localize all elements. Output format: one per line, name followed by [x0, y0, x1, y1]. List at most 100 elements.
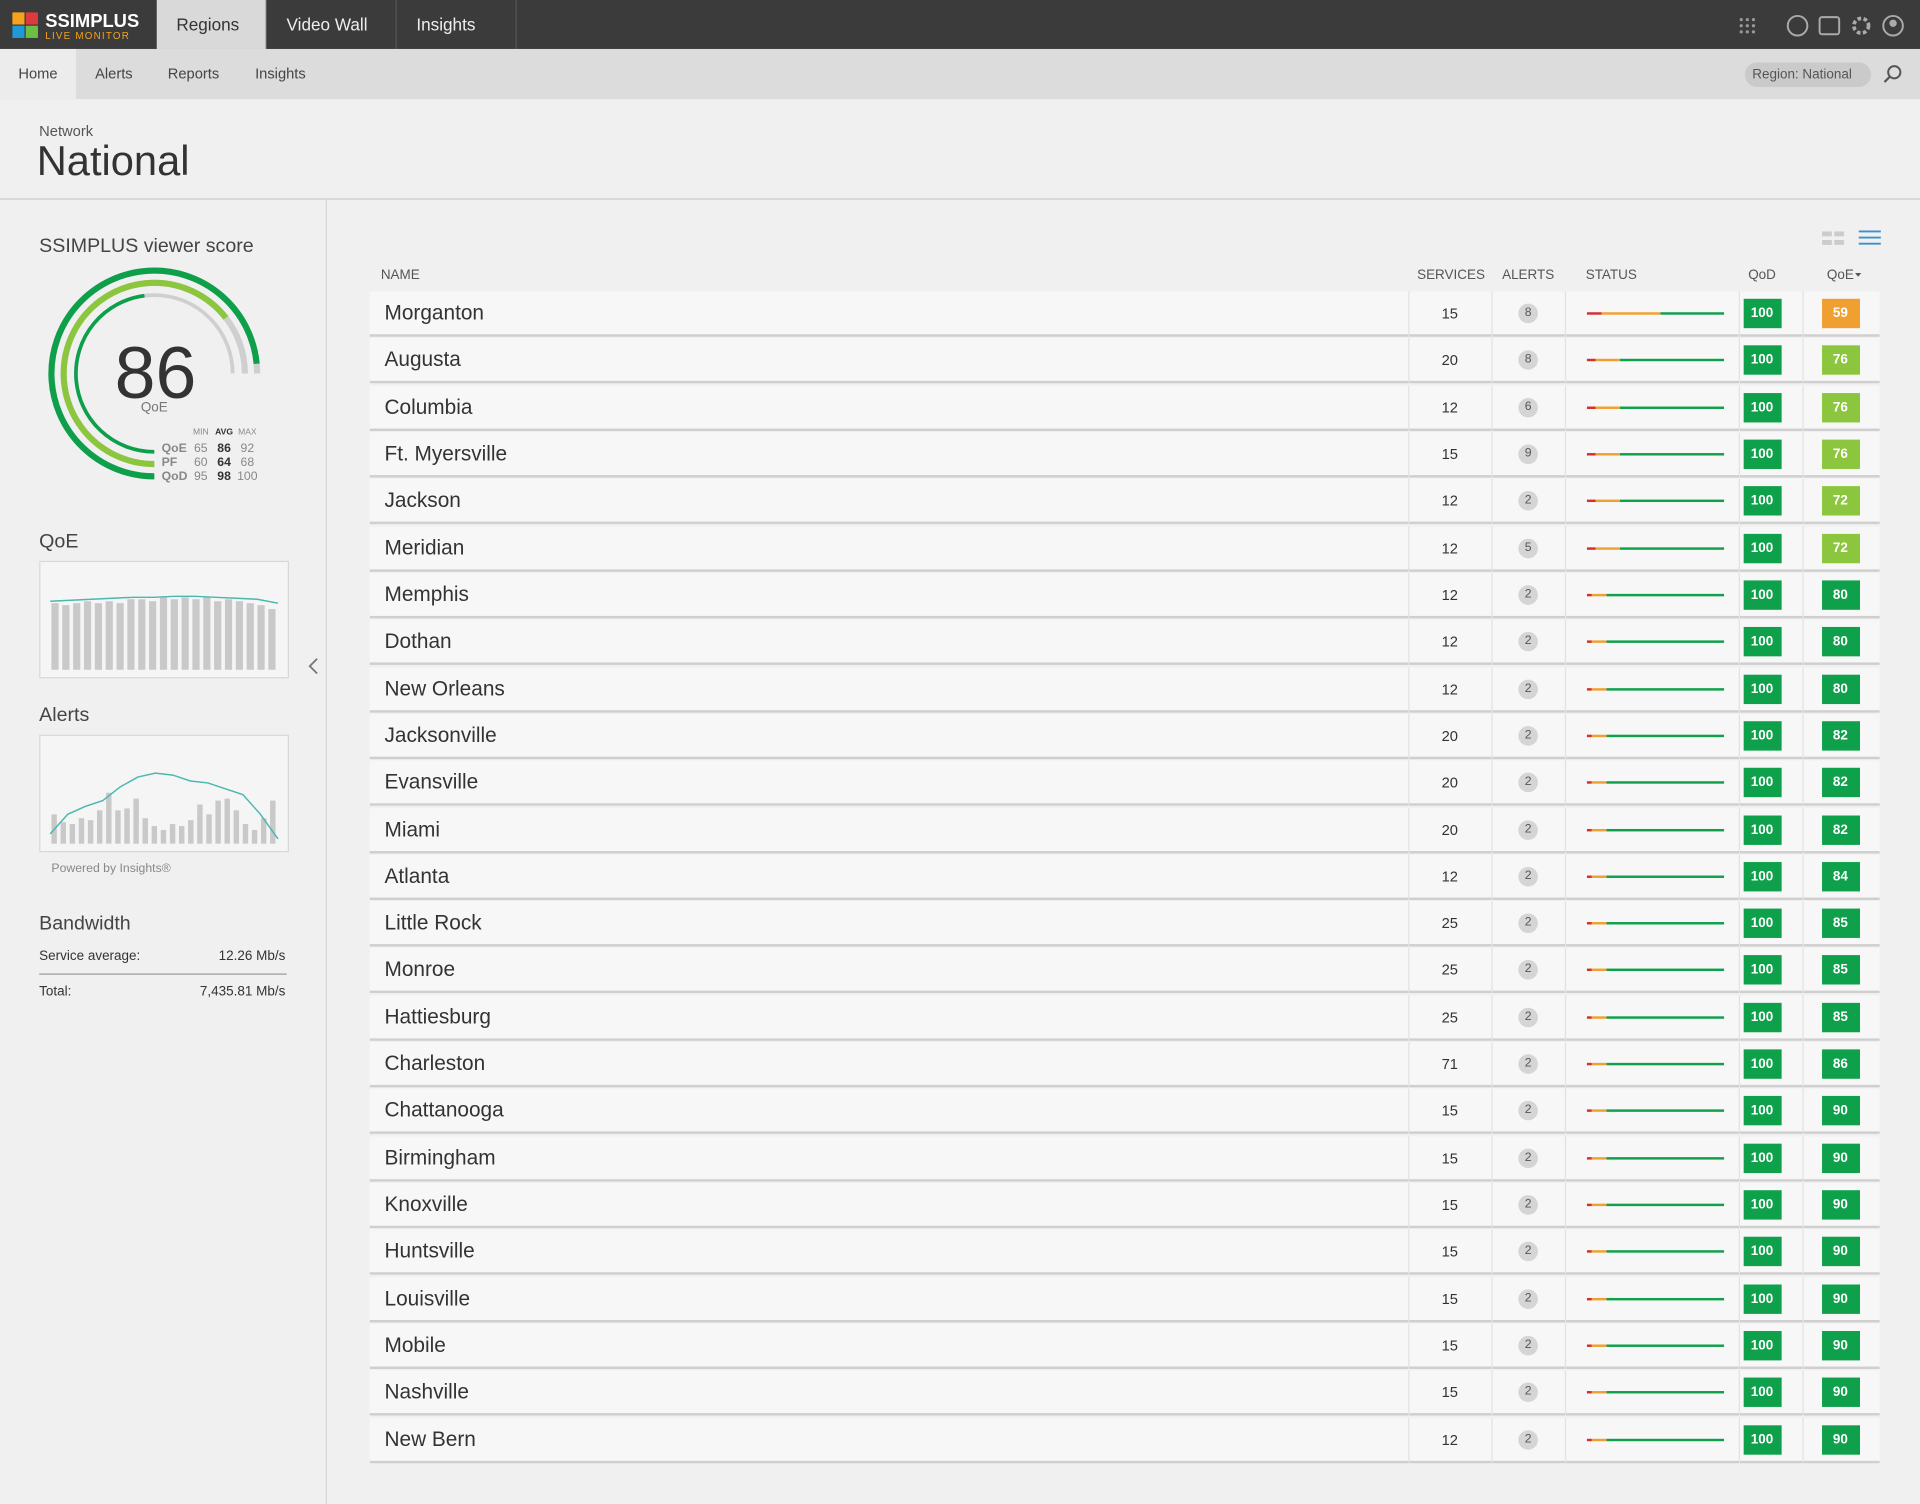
mini-bar — [235, 601, 243, 670]
mini-bar — [215, 800, 221, 844]
status-segment — [1660, 312, 1725, 315]
services: 15 — [1441, 1290, 1458, 1308]
qoe-badge: 72 — [1821, 486, 1860, 516]
column-header[interactable]: SERVICES — [1417, 268, 1485, 283]
qoe-badge: 82 — [1821, 721, 1860, 751]
status-segment — [1606, 1016, 1725, 1019]
status-segment — [1606, 1438, 1725, 1441]
nav-tab[interactable]: Insights — [397, 0, 517, 49]
table-row[interactable]: Monroe 25 2 100 85 — [369, 948, 1880, 994]
services: 15 — [1441, 1384, 1458, 1402]
column-separator — [1802, 807, 1804, 853]
alerts-count: 8 — [1518, 303, 1538, 324]
region-name: Little Rock — [384, 911, 482, 935]
mini-bar — [133, 798, 139, 844]
bandwidth-value: 7,435.81 Mb/s — [199, 984, 286, 1000]
column-separator — [1802, 948, 1804, 994]
column-separator — [1564, 1276, 1567, 1323]
table-row[interactable]: New Bern 12 2 100 90 — [369, 1417, 1880, 1463]
mini-bar — [203, 597, 211, 670]
alerts-count: 2 — [1518, 866, 1538, 887]
table-row[interactable]: Memphis 12 2 100 80 — [369, 572, 1880, 619]
collapse-toggle[interactable] — [305, 655, 322, 677]
table-row[interactable]: Morganton 15 8 100 59 — [369, 291, 1880, 337]
qoe-badge: 82 — [1821, 767, 1860, 798]
score-row-value: 65 — [194, 441, 208, 455]
table-row[interactable]: Birmingham 15 2 100 90 — [369, 1136, 1880, 1182]
table-row[interactable]: Augusta 20 8 100 76 — [369, 338, 1880, 384]
status-segment — [1595, 359, 1620, 362]
table-row[interactable]: Little Rock 25 2 100 85 — [369, 901, 1880, 947]
column-separator — [1491, 1276, 1493, 1323]
table-row[interactable]: Mobile 15 2 100 90 — [369, 1323, 1880, 1370]
region-filter[interactable]: Region: National — [1744, 62, 1872, 87]
table-row[interactable]: Jacksonville 20 2 100 82 — [369, 713, 1880, 760]
alerts-count: 2 — [1518, 1054, 1538, 1075]
region-name: New Orleans — [384, 676, 505, 700]
column-header[interactable]: STATUS — [1585, 268, 1637, 283]
column-separator — [1564, 948, 1567, 994]
column-separator — [1564, 1089, 1567, 1135]
column-separator — [1564, 572, 1567, 619]
table-row[interactable]: Meridian 12 5 100 72 — [369, 526, 1880, 572]
table-row[interactable]: Evansville 20 2 100 82 — [369, 760, 1880, 806]
alerts-count: 2 — [1518, 1007, 1538, 1028]
column-separator — [1738, 572, 1741, 619]
mini-bar — [138, 599, 146, 670]
mini-bar — [233, 810, 240, 844]
column-header[interactable]: QoD — [1748, 268, 1776, 283]
column-separator — [1802, 760, 1804, 806]
nav-tab[interactable]: Video Wall — [267, 0, 397, 49]
column-separator — [1802, 619, 1804, 666]
sub-tab[interactable]: Home — [0, 48, 76, 100]
gauge-arc — [74, 293, 155, 454]
column-header[interactable]: QoE — [1826, 268, 1854, 283]
table-row[interactable]: Charleston 71 2 100 86 — [369, 1042, 1880, 1088]
qod-badge: 100 — [1743, 298, 1782, 329]
status-segment — [1606, 734, 1725, 737]
status-segment — [1586, 1062, 1593, 1066]
qoe-badge: 90 — [1821, 1424, 1860, 1455]
services: 15 — [1441, 1337, 1458, 1355]
table-row[interactable]: Ft. Myersville 15 9 100 76 — [369, 432, 1880, 478]
table-row[interactable]: Chattanooga 15 2 100 90 — [369, 1089, 1880, 1135]
qoe-badge: 86 — [1821, 1049, 1860, 1079]
sub-tab[interactable]: Alerts — [95, 64, 133, 83]
chart-title: QoE — [39, 531, 79, 553]
status-segment — [1606, 1203, 1725, 1207]
column-separator — [1491, 432, 1493, 478]
status-segment — [1592, 640, 1607, 644]
services: 20 — [1441, 774, 1458, 792]
table-row[interactable]: Jackson 12 2 100 72 — [369, 479, 1880, 525]
table-row[interactable]: Miami 20 2 100 82 — [369, 807, 1880, 853]
column-separator — [1408, 1417, 1410, 1463]
status-segment — [1592, 1250, 1607, 1254]
nav-tab[interactable]: Regions — [156, 0, 267, 49]
table-row[interactable]: Hattiesburg 25 2 100 85 — [369, 995, 1880, 1041]
view-toggle[interactable] — [1820, 228, 1884, 250]
filter-text: Region: National — [1752, 67, 1852, 83]
table-row[interactable]: Atlanta 12 2 100 84 — [369, 854, 1880, 900]
column-separator — [1802, 385, 1804, 431]
table-row[interactable]: Dothan 12 2 100 80 — [369, 619, 1880, 666]
column-separator — [1491, 854, 1493, 900]
table-row[interactable]: Nashville 15 2 100 90 — [369, 1370, 1880, 1416]
table-row[interactable]: Columbia 12 6 100 76 — [369, 385, 1880, 431]
alerts-count: 2 — [1518, 819, 1538, 840]
column-separator — [1738, 1042, 1741, 1088]
sub-tab[interactable]: Insights — [255, 64, 306, 83]
column-separator — [1802, 666, 1804, 713]
score-col-head: MIN — [193, 427, 209, 437]
table-row[interactable]: Knoxville 15 2 100 90 — [369, 1182, 1880, 1229]
column-separator — [1408, 432, 1410, 478]
sub-tab[interactable]: Reports — [167, 64, 220, 83]
table-row[interactable]: New Orleans 12 2 100 80 — [369, 666, 1880, 713]
column-header[interactable]: ALERTS — [1502, 268, 1555, 283]
region-name: Monroe — [384, 958, 456, 982]
column-separator — [1738, 854, 1741, 900]
services: 12 — [1441, 539, 1458, 557]
qod-badge: 100 — [1743, 861, 1782, 892]
table-row[interactable]: Huntsville 15 2 100 90 — [369, 1229, 1880, 1276]
search-icon[interactable] — [1882, 64, 1904, 86]
table-row[interactable]: Louisville 15 2 100 90 — [369, 1276, 1880, 1323]
